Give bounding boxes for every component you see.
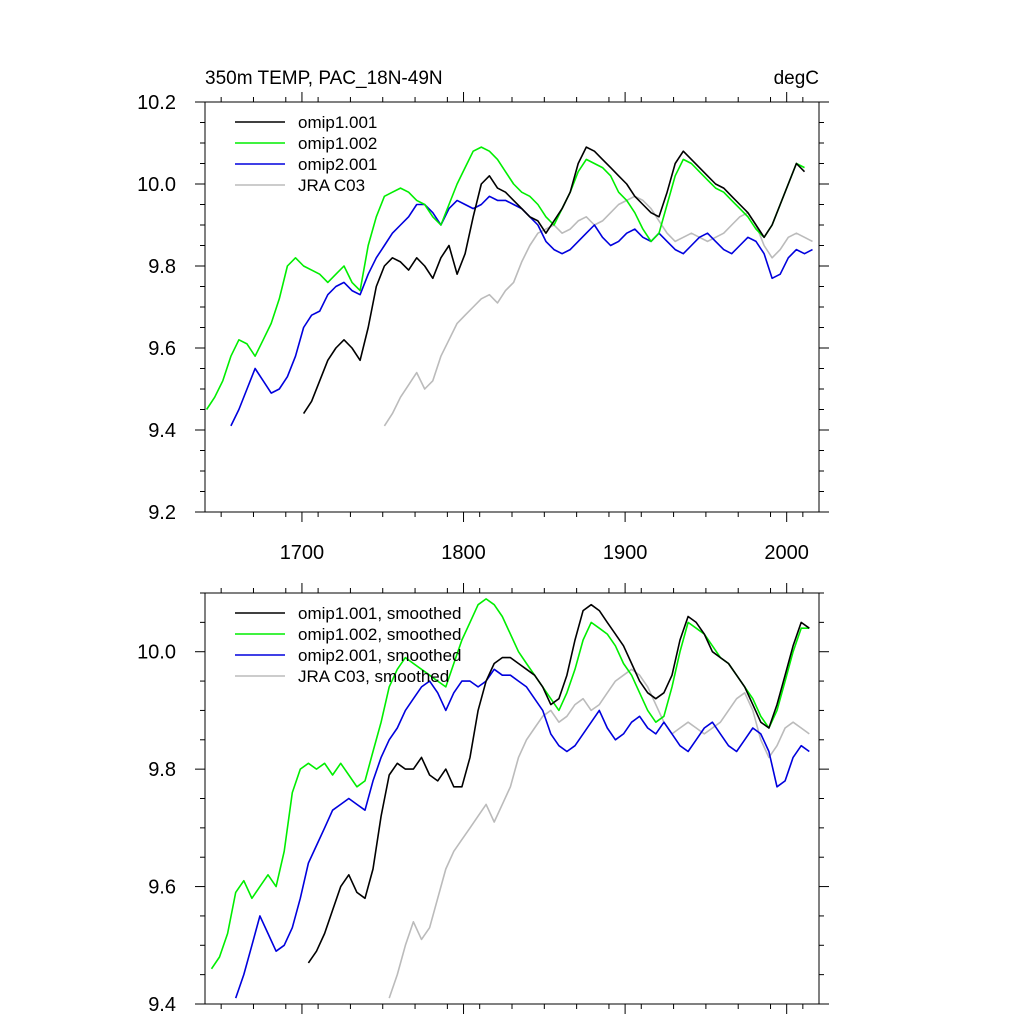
- legend-label: omip1.001: [298, 113, 377, 132]
- y-tick-label: 9.8: [148, 256, 176, 278]
- chart-title: 350m TEMP, PAC_18N-49N: [205, 68, 443, 89]
- legend-label: omip1.002, smoothed: [298, 625, 462, 644]
- legend-label: omip2.001: [298, 155, 377, 174]
- y-tick-label: 10.0: [137, 642, 176, 664]
- y-tick-label: 9.4: [148, 420, 176, 442]
- y-tick-label: 9.8: [148, 759, 176, 781]
- legend-label: JRA C03, smoothed: [298, 667, 449, 686]
- chart-units: degC: [774, 68, 819, 89]
- y-tick-label: 9.6: [148, 338, 176, 360]
- y-tick-label: 9.6: [148, 877, 176, 899]
- legend-label: JRA C03: [298, 176, 365, 195]
- series-line-jra-c03-smoothed: [388, 668, 810, 999]
- y-tick-label: 10.0: [137, 174, 176, 196]
- chart-panel-2: 9.4 9.6 9.8 10.0 omip1.001, smoothed omip1.00…: [137, 583, 829, 1016]
- x-tick-label: 2000: [764, 542, 809, 564]
- legend-label: omip2.001, smoothed: [298, 646, 462, 665]
- y-tick-label: 10.2: [137, 92, 176, 114]
- series-line-omip2-001-smoothed: [234, 668, 810, 999]
- x-tick-label: 1800: [441, 542, 486, 564]
- chart-panel-1: 1700 1800 1900 2000 9.2 9.4 9.6 9.8 10.0 10.2 350m…: [137, 68, 829, 564]
- x-tick-label: 1700: [280, 542, 325, 564]
- series-line-omip1-001-smoothed: [307, 603, 810, 964]
- y-tick-label: 9.2: [148, 502, 176, 524]
- series-line-jra-c03: [383, 195, 813, 427]
- x-tick-label: 1900: [603, 542, 648, 564]
- series-line-omip1-001: [302, 146, 806, 415]
- series-line-omip1-002-smoothed: [210, 598, 810, 970]
- legend-label: omip1.002: [298, 134, 377, 153]
- y-tick-label: 9.4: [148, 994, 176, 1016]
- legend-label: omip1.001, smoothed: [298, 604, 462, 623]
- series-line-omip1-002: [205, 146, 805, 410]
